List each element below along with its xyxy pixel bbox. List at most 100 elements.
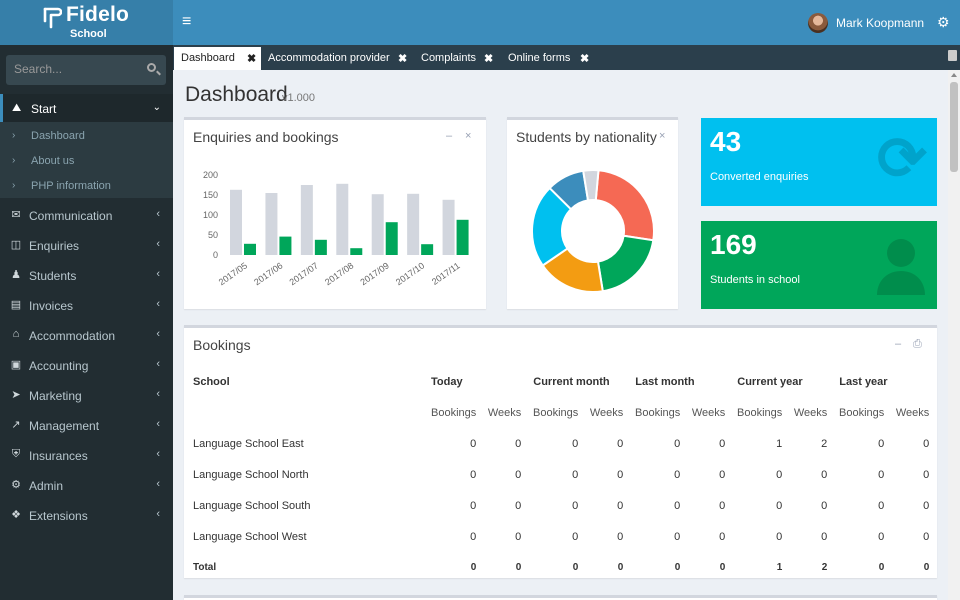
- start-submenu: › Dashboard › About us › PHP information: [0, 122, 173, 198]
- info-text: Students in school: [710, 274, 800, 286]
- close-icon[interactable]: ✖: [398, 53, 408, 65]
- user-menu[interactable]: Mark Koopmann: [808, 13, 924, 33]
- file-icon: ▤: [10, 299, 22, 311]
- table-cell: 0: [878, 530, 885, 543]
- column-subheader: Weeks: [691, 406, 726, 419]
- enquiries-bar-chart: 0 50 100 150 200 2017/05 2017/06 2017/07 2017/08…: [203, 170, 469, 287]
- close-icon[interactable]: ✖: [247, 53, 257, 65]
- table-cell: 0: [719, 468, 726, 481]
- sidebar-item-label: Invoices: [29, 299, 74, 313]
- x-tick-label: 2017/11: [430, 260, 462, 286]
- sidebar-item-enquiries[interactable]: ◫ Enquiries ‹: [0, 230, 173, 260]
- print-icon[interactable]: ⎙: [913, 338, 922, 350]
- gears-icon[interactable]: ⚙: [937, 14, 950, 30]
- sidebar-item-label: Start: [31, 102, 57, 116]
- x-tick-label: 2017/10: [394, 260, 426, 287]
- close-icon[interactable]: ×: [659, 130, 666, 142]
- column-subheader: Bookings: [533, 406, 579, 419]
- tab-label: Complaints: [421, 52, 477, 64]
- tab-online-forms[interactable]: Online forms ✖: [501, 47, 593, 70]
- submenu-item-dashboard[interactable]: › Dashboard: [0, 124, 173, 149]
- tab-complaints[interactable]: Complaints ✖: [414, 47, 496, 70]
- column-header: Last month: [635, 375, 695, 388]
- save-icon[interactable]: [948, 50, 957, 61]
- bookings-box: Bookings – ⎙ School Today Current month …: [184, 325, 937, 578]
- sidebar-item-communication[interactable]: ✉ Communication ‹: [0, 200, 173, 230]
- x-tick-label: 2017/07: [288, 260, 320, 287]
- cubes-icon: ❖: [11, 509, 21, 521]
- table-cell: 0: [878, 437, 885, 450]
- table-cell: 0: [572, 562, 579, 573]
- submenu-item-php-information[interactable]: › PHP information: [0, 174, 173, 199]
- bar: [279, 236, 292, 255]
- bar: [456, 219, 469, 255]
- converted-enquiries-box: 43 Converted enquiries ⟳: [701, 118, 937, 206]
- table-cell: 0: [674, 530, 681, 543]
- close-icon[interactable]: ✖: [484, 53, 494, 65]
- close-icon[interactable]: ✖: [580, 53, 590, 65]
- chevron-left-icon: ‹: [156, 358, 160, 370]
- x-tick-label: 2017/05: [217, 260, 249, 287]
- bar: [265, 193, 278, 255]
- y-tick-label: 0: [213, 250, 218, 260]
- submenu-item-about-us[interactable]: › About us: [0, 149, 173, 174]
- sidebar-item-label: Enquiries: [29, 239, 80, 253]
- nationality-donut-chart: [531, 169, 655, 293]
- bar: [314, 239, 327, 255]
- cogs-icon: ⚙: [11, 479, 21, 491]
- tab-dashboard[interactable]: Dashboard ✖: [174, 47, 261, 70]
- table-cell: 0: [923, 562, 930, 573]
- scrollbar[interactable]: [948, 70, 960, 600]
- sidebar-item-label: Marketing: [29, 389, 82, 403]
- close-icon[interactable]: ×: [465, 130, 472, 142]
- sidebar-item-accounting[interactable]: ▣ Accounting ‹: [0, 350, 173, 380]
- tab-accommodation-provider[interactable]: Accommodation provider ✖: [261, 47, 409, 70]
- sidebar-item-marketing[interactable]: ➤ Marketing ‹: [0, 380, 173, 410]
- table-cell: 0: [617, 530, 624, 543]
- sidebar-item-accommodation[interactable]: ⌂ Accommodation ‹: [0, 320, 173, 350]
- chevron-left-icon: ‹: [156, 508, 160, 520]
- minimize-icon[interactable]: –: [895, 338, 902, 350]
- table-cell: 0: [572, 437, 579, 450]
- bar: [230, 189, 242, 255]
- table-cell: 0: [617, 437, 624, 450]
- sidebar-item-label: Communication: [29, 209, 113, 223]
- bar: [442, 199, 455, 255]
- table-cell: 0: [572, 499, 579, 512]
- search-icon[interactable]: [147, 63, 156, 72]
- avatar: [808, 13, 828, 33]
- table-cell: 0: [470, 437, 477, 450]
- column-subheader: Bookings: [839, 406, 885, 419]
- table-cell: 1: [776, 437, 783, 450]
- sidebar-item-invoices[interactable]: ▤ Invoices ‹: [0, 290, 173, 320]
- table-cell: 2: [821, 437, 828, 450]
- school-name: Language School East: [193, 437, 304, 450]
- minimize-icon[interactable]: –: [446, 130, 453, 142]
- logo[interactable]: Fidelo School: [0, 0, 173, 45]
- sidebar-item-admin[interactable]: ⚙ Admin ‹: [0, 470, 173, 500]
- sidebar-item-insurances[interactable]: ⛨ Insurances ‹: [0, 440, 173, 470]
- sidebar-item-students[interactable]: ♟ Students ‹: [0, 260, 173, 290]
- bar: [385, 222, 398, 255]
- column-header: School: [193, 375, 230, 388]
- bar: [407, 193, 420, 255]
- table-row: Language School West 0 0 0 0 0 0 0 0 0 0: [193, 521, 929, 552]
- sidebar-item-label: Accounting: [29, 359, 89, 373]
- dashboard-icon: ⛰: [12, 102, 22, 114]
- table-cell: 0: [719, 562, 726, 573]
- scrollbar-thumb[interactable]: [950, 82, 958, 172]
- donut-slice: [582, 169, 600, 202]
- sidebar-item-label: Insurances: [29, 449, 88, 463]
- bar: [244, 243, 256, 255]
- search-input[interactable]: [14, 62, 134, 76]
- bars-icon[interactable]: ≡: [182, 13, 192, 30]
- sidebar-item-management[interactable]: ↗ Management ‹: [0, 410, 173, 440]
- table-header-row: School Today Current month Last month Cu…: [193, 366, 929, 397]
- chevron-left-icon: ‹: [156, 418, 160, 430]
- school-name: Language School North: [193, 468, 309, 481]
- sidebar-item-extensions[interactable]: ❖ Extensions ‹: [0, 500, 173, 530]
- bar: [421, 244, 434, 255]
- table-cell: 0: [617, 468, 624, 481]
- scroll-up-icon[interactable]: [951, 73, 957, 77]
- sidebar-item-start[interactable]: ⛰ Start ⌄: [0, 94, 173, 122]
